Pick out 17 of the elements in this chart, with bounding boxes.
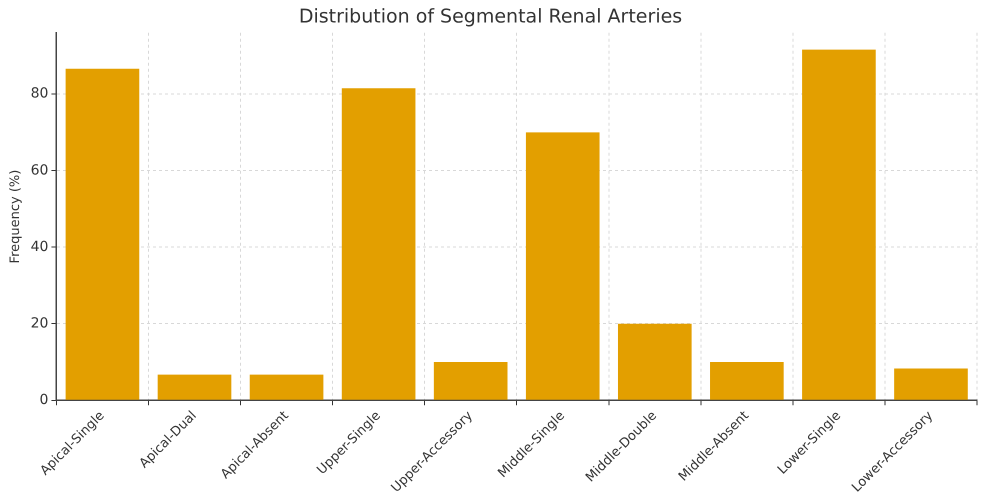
y-axis-title: Frequency (%) <box>8 170 24 264</box>
bar <box>526 132 600 400</box>
bar <box>802 50 876 400</box>
chart-title: Distribution of Segmental Renal Arteries <box>298 5 682 28</box>
bar <box>158 374 232 400</box>
bar <box>250 374 324 400</box>
bar <box>710 362 784 400</box>
y-tick-label: 80 <box>30 86 48 102</box>
y-tick-label: 0 <box>39 392 48 408</box>
bar <box>342 88 416 400</box>
bar <box>894 368 968 400</box>
y-tick-label: 20 <box>30 315 48 332</box>
bar <box>66 68 140 400</box>
bar <box>618 324 692 400</box>
bar <box>434 362 508 400</box>
y-tick-label: 40 <box>30 238 48 255</box>
y-tick-label: 60 <box>30 162 48 178</box>
